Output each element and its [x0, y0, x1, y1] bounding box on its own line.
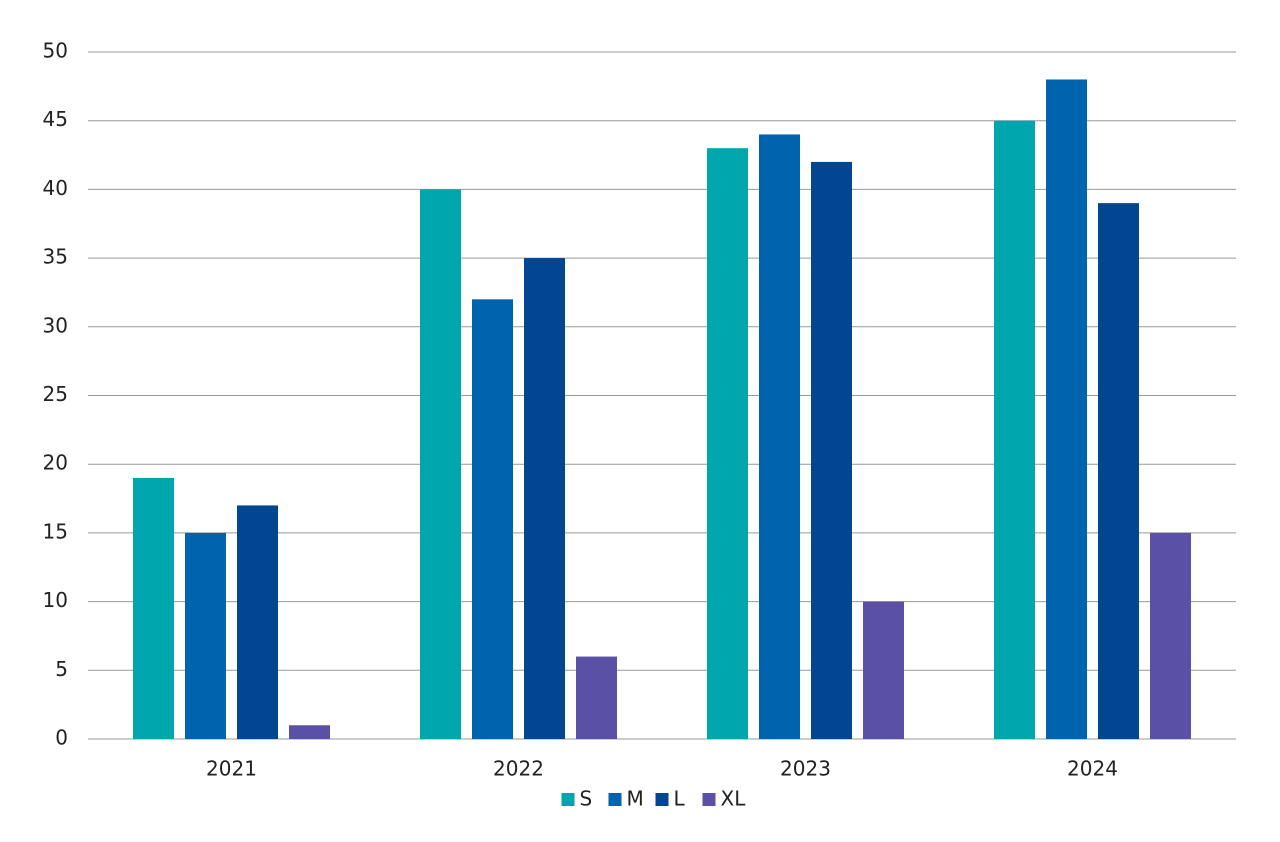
legend-label: L [674, 787, 686, 811]
x-tick-label: 2024 [1067, 757, 1118, 781]
legend-swatch [655, 793, 669, 806]
bar [289, 725, 330, 739]
y-tick-label: 50 [43, 39, 68, 63]
legend-label: M [627, 787, 644, 811]
legend-swatch [561, 793, 575, 806]
x-tick-label: 2021 [206, 757, 257, 781]
y-tick-label: 30 [43, 313, 68, 337]
y-tick-label: 5 [55, 657, 68, 681]
bar [524, 258, 565, 739]
bar [1098, 203, 1139, 739]
bar [863, 601, 904, 739]
y-tick-label: 25 [43, 382, 68, 406]
x-tick-label: 2022 [493, 757, 544, 781]
bar [472, 299, 513, 739]
bar [185, 532, 226, 739]
bar [1150, 532, 1191, 739]
bar [420, 189, 461, 739]
y-tick-label: 40 [43, 176, 68, 200]
bar [811, 161, 852, 740]
legend-label: S [580, 787, 593, 811]
legend-label: XL [721, 787, 747, 811]
y-tick-label: 45 [43, 107, 68, 131]
y-tick-label: 15 [43, 519, 68, 543]
legend-swatch [702, 793, 716, 806]
y-tick-label: 10 [43, 588, 68, 612]
bar [576, 656, 617, 739]
y-tick-label: 20 [43, 451, 68, 475]
bar [994, 120, 1035, 739]
bar [1046, 79, 1087, 740]
bar [707, 148, 748, 739]
y-tick-label: 0 [55, 726, 68, 750]
x-tick-label: 2023 [780, 757, 831, 781]
bar [759, 134, 800, 739]
bar [237, 505, 278, 739]
bar [133, 477, 174, 739]
y-tick-label: 35 [43, 245, 68, 269]
legend-swatch [608, 793, 622, 806]
